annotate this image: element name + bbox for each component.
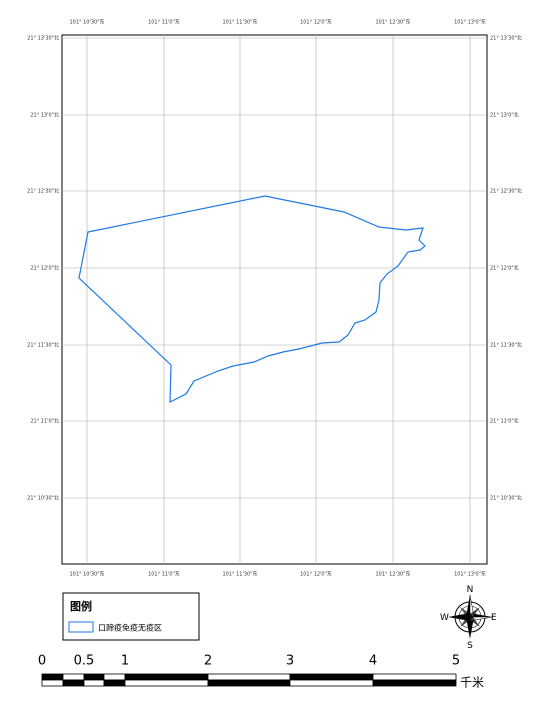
scale-segment <box>103 679 126 687</box>
scale-segment <box>41 673 64 681</box>
lon-label: 101° 11'0"东 <box>148 571 180 578</box>
scale-label: 4 <box>369 654 377 669</box>
scale-label: 1 <box>121 654 129 669</box>
scale-segment <box>207 679 291 687</box>
graticule: 101° 10'30"东 101° 10'30"东 101° 11'0"东 101° … <box>27 19 522 578</box>
scale-bar: 0 0.5 1 2 3 4 5 <box>38 654 460 687</box>
lon-label: 101° 12'30"东 <box>375 571 410 578</box>
lat-label: 21° 12'0"北 <box>490 265 519 272</box>
lat-label: 21° 11'0"北 <box>30 418 59 425</box>
lon-label: 101° 13'0"东 <box>454 19 486 26</box>
lon-label: 101° 11'30"东 <box>222 571 257 578</box>
zone-boundary <box>78 195 426 403</box>
lat-label: 21° 11'30"北 <box>490 342 522 349</box>
lon-label: 101° 11'0"东 <box>148 19 180 26</box>
lat-label: 21° 12'30"北 <box>27 188 59 195</box>
compass-e: E <box>491 613 497 623</box>
lon-label: 101° 11'30"东 <box>222 19 257 26</box>
scale-segment <box>207 673 291 681</box>
scale-label: 0.5 <box>74 654 95 669</box>
lat-label: 21° 12'0"北 <box>30 265 59 272</box>
scale-label: 3 <box>286 654 294 669</box>
lon-label: 101° 12'0"东 <box>300 571 332 578</box>
legend-title: 图例 <box>70 599 92 613</box>
lat-label: 21° 13'0"北 <box>30 112 59 119</box>
scale-segment <box>289 679 374 687</box>
compass: N S E W <box>440 585 497 651</box>
scale-unit: 千米 <box>460 676 484 690</box>
scale-segment <box>83 679 105 687</box>
scale-segment <box>62 679 85 687</box>
scale-segment <box>62 673 85 681</box>
lon-label: 101° 13'0"东 <box>454 571 486 578</box>
scale-label: 5 <box>452 654 460 669</box>
scale-segment <box>124 679 209 687</box>
map-frame <box>61 34 488 565</box>
scale-label: 2 <box>204 654 212 669</box>
lon-label: 101° 10'30"东 <box>69 19 104 26</box>
compass-w: W <box>440 613 449 623</box>
compass-n: N <box>467 585 474 595</box>
compass-s: S <box>467 641 473 651</box>
scale-segment <box>124 673 209 681</box>
scale-label: 0 <box>38 654 46 669</box>
legend-item: 口蹄疫免疫无疫区 <box>98 623 162 633</box>
lat-label: 21° 10'30"北 <box>27 495 59 502</box>
scale-segment <box>103 673 126 681</box>
scale-segment <box>289 673 374 681</box>
lat-label: 21° 13'30"北 <box>490 35 522 42</box>
legend-swatch <box>68 621 94 633</box>
scale-segment <box>372 679 457 687</box>
scale-segment <box>41 679 64 687</box>
scale-segment <box>83 673 105 681</box>
lon-label: 101° 12'0"东 <box>300 19 332 26</box>
lat-label: 21° 11'0"北 <box>490 418 519 425</box>
lat-label: 21° 10'30"北 <box>490 495 522 502</box>
lat-label: 21° 12'30"北 <box>490 188 522 195</box>
lon-label: 101° 10'30"东 <box>69 571 104 578</box>
lat-label: 21° 13'30"北 <box>27 35 59 42</box>
scale-segment <box>372 673 457 681</box>
lon-label: 101° 12'30"东 <box>375 19 410 26</box>
lat-label: 21° 13'0"北 <box>490 112 519 119</box>
lat-label: 21° 11'30"北 <box>27 342 59 349</box>
